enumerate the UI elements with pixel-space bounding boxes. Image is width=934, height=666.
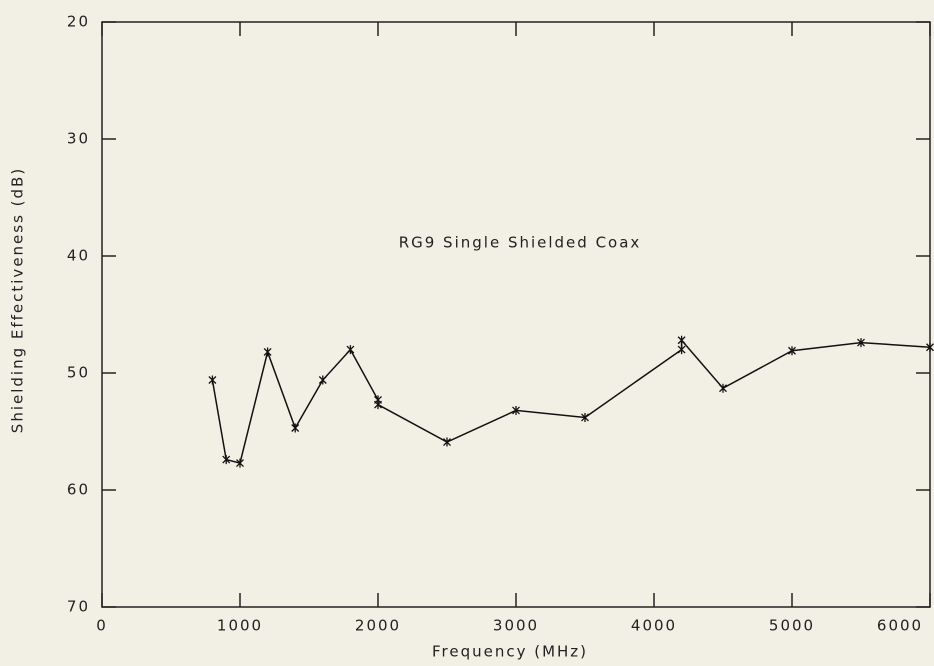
data-line <box>211 338 931 465</box>
data-point <box>719 383 727 393</box>
y-tick-label: 60 <box>67 481 90 499</box>
annotation: RG9 Single Shielded Coax <box>399 234 642 252</box>
x-tick-label: 3000 <box>493 617 539 635</box>
data-point <box>788 346 796 356</box>
y-tick-label: 40 <box>67 247 90 265</box>
data-point <box>291 423 300 433</box>
data-point <box>857 338 865 348</box>
data-point <box>346 345 355 355</box>
data-point <box>926 342 934 352</box>
data-point <box>222 455 231 465</box>
data-point <box>512 405 520 415</box>
data-point <box>677 335 686 345</box>
data-point <box>443 437 451 447</box>
x-tick-label: 0 <box>96 617 108 635</box>
data-point <box>318 375 327 385</box>
data-point <box>677 345 686 355</box>
y-tick-label: 70 <box>67 598 90 616</box>
y-tick-label: 20 <box>67 13 90 31</box>
data-point <box>581 412 589 422</box>
x-tick-label: 5000 <box>769 617 815 635</box>
y-axis-label: Shielding Effectiveness (dB) <box>9 167 27 433</box>
x-tick-label: 1000 <box>217 617 263 635</box>
x-tick-label: 2000 <box>355 617 401 635</box>
data-point <box>236 458 244 468</box>
x-tick-label: 4000 <box>631 617 677 635</box>
data-point <box>208 375 217 385</box>
x-axis-label: Frequency (MHz) <box>432 643 588 661</box>
y-tick-label: 30 <box>67 130 90 148</box>
data-point <box>263 347 272 357</box>
y-tick-label: 50 <box>67 364 90 382</box>
x-tick-label: 6000 <box>877 617 923 635</box>
data-point <box>374 400 382 410</box>
